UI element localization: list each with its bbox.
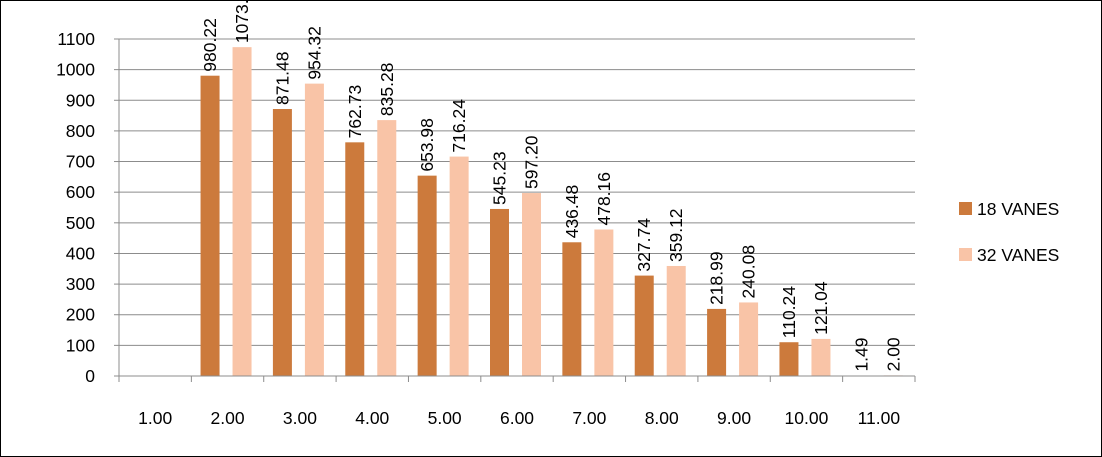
- bar-32-vanes: [304, 83, 324, 377]
- data-label: 121.04: [811, 281, 831, 335]
- legend-label: 32 VANES: [977, 245, 1059, 265]
- y-tick-label: 100: [66, 335, 95, 355]
- data-label: 436.48: [562, 185, 582, 239]
- legend-label: 18 VANES: [977, 199, 1059, 219]
- bar-32-vanes: [449, 156, 469, 376]
- data-label: 762.73: [345, 85, 365, 139]
- bar-32-vanes: [666, 265, 686, 376]
- axes: 0 100 200 300 400 500 600 700 800 900 1000 1100 1.00…: [56, 29, 916, 428]
- y-tick-label: 1000: [56, 60, 95, 80]
- y-tick-label: 600: [66, 182, 95, 202]
- data-label: 2.00: [883, 337, 903, 371]
- y-tick-label: 400: [66, 243, 95, 263]
- x-tick-label: 9.00: [717, 408, 751, 428]
- y-tick-label: 500: [66, 213, 95, 233]
- data-label: 1.49: [851, 337, 871, 371]
- bars: [200, 47, 903, 377]
- data-label: 980.22: [200, 18, 220, 72]
- legend-swatch: [959, 248, 972, 261]
- x-tick-label: 7.00: [572, 408, 606, 428]
- bar-18-vanes: [779, 342, 799, 376]
- bar-32-vanes: [377, 120, 397, 376]
- y-tick-label: 200: [66, 305, 95, 325]
- x-tick-label: 1.00: [138, 408, 172, 428]
- bar-18-vanes: [490, 208, 509, 376]
- x-tick-label: 3.00: [283, 408, 317, 428]
- x-tick-label: 10.00: [785, 408, 829, 428]
- x-tick-label: 11.00: [858, 408, 901, 428]
- data-label: 871.48: [272, 51, 292, 105]
- bar-18-vanes: [345, 142, 365, 376]
- data-label: 597.20: [522, 135, 542, 189]
- y-tick-label: 700: [66, 152, 95, 172]
- y-tick-label: 0: [85, 366, 95, 386]
- bar-32-vanes: [232, 47, 252, 377]
- data-label: 653.98: [417, 118, 437, 172]
- x-tick-label: 5.00: [428, 408, 462, 428]
- bar-18-vanes: [417, 175, 437, 376]
- bar-18-vanes: [634, 275, 654, 376]
- data-labels: 980.22 871.48 762.73 653.98 545.23 436.48 327.…: [200, 1, 903, 372]
- data-label: 218.99: [707, 251, 727, 305]
- bar-32-vanes: [594, 229, 614, 376]
- data-label: 359.12: [666, 208, 686, 262]
- gridlines: [119, 38, 915, 346]
- x-tick-label: 6.00: [500, 408, 534, 428]
- y-tick-label: 1100: [57, 29, 95, 49]
- data-label: 716.24: [449, 99, 469, 153]
- y-tick-label: 800: [66, 121, 95, 141]
- bar-32-vanes: [522, 193, 541, 376]
- y-tick-label: 300: [66, 274, 95, 294]
- legend: 18 VANES 32 VANES: [959, 199, 1059, 265]
- data-label: 835.28: [377, 63, 397, 117]
- x-tick-label: 4.00: [355, 408, 389, 428]
- bar-18-vanes: [562, 242, 582, 376]
- legend-swatch: [959, 202, 972, 215]
- bar-32-vanes: [811, 338, 831, 376]
- y-tick-label: 900: [66, 90, 95, 110]
- data-label: 954.32: [304, 26, 324, 80]
- bar-18-vanes: [272, 109, 292, 376]
- bar-32-vanes: [739, 302, 759, 376]
- data-label: 110.24: [779, 286, 799, 338]
- data-label: 545.23: [490, 151, 510, 205]
- data-label: 240.08: [739, 245, 759, 299]
- data-label: 478.16: [594, 172, 614, 226]
- data-label: 327.74: [634, 218, 654, 272]
- x-tick-label: 8.00: [645, 408, 679, 428]
- bar-18-vanes: [707, 308, 727, 376]
- x-tick-label: 2.00: [211, 408, 245, 428]
- bar-18-vanes: [200, 75, 220, 377]
- data-label: 1073.40: [232, 1, 252, 43]
